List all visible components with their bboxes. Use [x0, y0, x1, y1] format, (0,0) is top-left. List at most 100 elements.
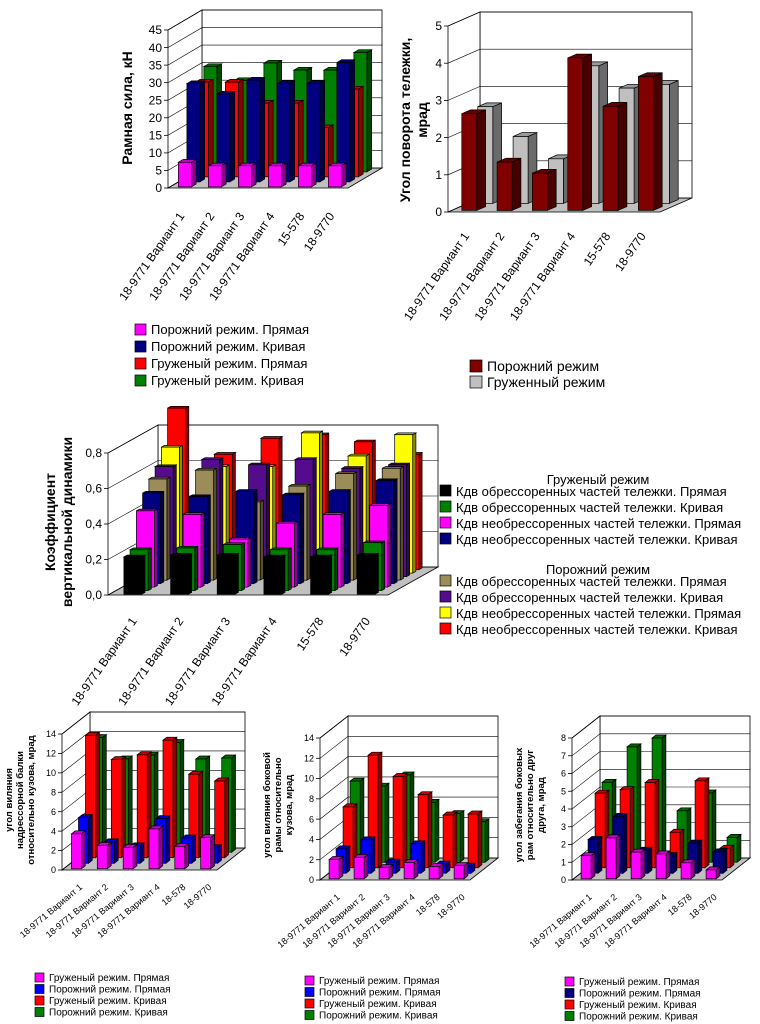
bar-bogie-rotation-s0-c3 [567, 53, 592, 211]
legend-swatch [134, 340, 147, 353]
y-tick-label: 8 [561, 733, 566, 743]
y-tick-label: 30 [149, 76, 163, 90]
x-category-label: 18-9771 Вариант 3 [472, 229, 543, 323]
bar-side-frame-skew-s0-c0 [580, 851, 596, 880]
bar-frame-force-s1-c2 [245, 76, 266, 183]
y-axis-label: угол виляния боковойрамы относительнокуз… [262, 752, 295, 858]
bar-side-frame-skew-s1-c5 [712, 848, 728, 875]
y-tick-label: 12 [304, 753, 314, 763]
y-tick-label: 6 [51, 807, 56, 817]
bar-frame-force-s0-c0 [177, 158, 198, 188]
legend-swatch [439, 574, 452, 587]
bar-dynamic-coefficient-s0-c2 [215, 552, 240, 595]
bar-frame-force-s0-c2 [237, 162, 258, 188]
x-category-label: 18-9771 Вариант 1 [401, 229, 472, 323]
bar-bogie-rotation-s0-c1 [496, 157, 522, 211]
legend-entry: Груженый режим. Прямая [49, 973, 169, 984]
bar-side-frame-skew-s0-c4 [680, 859, 696, 880]
bar-dynamic-coefficient-s0-c3 [262, 554, 287, 595]
y-tick-label: 25 [149, 93, 163, 107]
y-tick-label: 14 [304, 733, 314, 743]
bar-frame-force-s1-c3 [275, 80, 296, 183]
y-tick-label: 0 [51, 865, 56, 875]
x-category-label: 18-9770 [687, 892, 719, 921]
y-tick-label: 2 [561, 840, 566, 850]
legend-swatch [439, 622, 452, 635]
legend-swatch [439, 532, 452, 545]
legend-swatch [304, 998, 315, 1009]
y-tick-label: 4 [309, 835, 314, 845]
legend-entry: Кдв обрессоренных частей тележки. Кривая [456, 590, 723, 605]
legend-swatch [34, 984, 45, 994]
legend-entry: Груженый режим. Прямая [319, 976, 439, 987]
bar-frame-force-s0-c1 [207, 162, 228, 188]
legend-entry: Порожний режим. Кривая [319, 1011, 438, 1022]
legend-swatch [439, 590, 452, 603]
y-tick-label: 10 [46, 768, 56, 778]
y-tick-label: 8 [309, 794, 314, 804]
x-category-label: 18-9771 Вариант 4 [507, 229, 578, 323]
legend-entry: Груженный режим [487, 374, 605, 390]
x-category-label: 18-9770 [435, 892, 467, 921]
y-tick-label: 0,2 [85, 553, 102, 567]
legend-swatch [134, 374, 147, 387]
legend-swatch [304, 987, 315, 997]
legend-swatch [34, 1007, 45, 1017]
legend-entry: Груженый режим. Кривая [49, 996, 167, 1007]
bar-side-frame-skew-s2-c2 [644, 778, 660, 869]
legend-swatch [564, 976, 575, 987]
y-tick-label: 0 [155, 181, 162, 195]
y-tick-label: 5 [561, 786, 566, 796]
x-category-label: 18-9770 [182, 882, 214, 911]
legend-swatch [304, 1010, 315, 1020]
legend-swatch [34, 995, 45, 1006]
bar-bogie-rotation-s0-c4 [602, 101, 628, 211]
bar-side-frame-angle-s2-c2 [392, 772, 408, 869]
legend-entry: Груженый режим. Кривая [579, 1000, 697, 1011]
y-axis-label: угол виляниянадрессорной балкиотноситель… [4, 735, 37, 864]
y-tick-label: 4 [435, 56, 442, 70]
bar-bolster-angle-s0-c4 [173, 842, 190, 870]
legend-swatch [34, 972, 45, 983]
bar-frame-force-s0-c3 [267, 162, 288, 188]
bogie-rotation-chart: 0 1 2 3 4 5 18-9771 Вариант 118-9771 Вариант 2… [401, 11, 693, 323]
bar-side-frame-skew-s0-c5 [705, 866, 721, 880]
x-category-label: 18-9771 Вариант 2 [436, 229, 507, 323]
bar-frame-force-s1-c5 [335, 59, 356, 183]
x-category-label: 15-578 [581, 229, 614, 268]
y-tick-label: 2 [435, 131, 442, 145]
bar-dynamic-coefficient-s0-c0 [122, 554, 147, 595]
bar-bogie-rotation-s0-c0 [461, 109, 486, 211]
legend-group-title: Порожний режим [546, 562, 650, 577]
legend-entry: Кдв необрессоренных частей тележки. Прям… [456, 606, 741, 621]
bar-bolster-angle-s2-c5 [213, 777, 230, 859]
y-tick-label: 10 [304, 774, 314, 784]
y-tick-label: 15 [149, 129, 163, 143]
x-category-label: 18-9770 [336, 614, 373, 658]
bar-side-frame-skew-s0-c1 [605, 834, 621, 880]
legend-entry: Кдв обрессоренных частей тележки. Прямая [456, 574, 727, 589]
legend-entry: Порожний режим. Прямая [579, 989, 701, 1000]
legend-entry: Груженый режим. Кривая [319, 999, 437, 1010]
legend-swatch [564, 1011, 575, 1021]
x-category-label: 18-9770 [612, 229, 649, 273]
legend-swatch [439, 606, 452, 619]
legend-group-title: Груженый режим [547, 472, 650, 487]
bar-side-frame-angle-s2-c4 [442, 811, 458, 869]
y-tick-label: 3 [435, 94, 442, 108]
legend-swatch [439, 516, 452, 529]
legend-entry: Кдв необрессоренных частей тележки. Крив… [456, 622, 738, 637]
dynamic-coefficient-chart: 0,00,20,40,60,818-9771 Вариант 118-9771 … [69, 405, 440, 708]
bar-frame-force-s1-c1 [215, 90, 236, 183]
y-tick-label: 4 [51, 826, 56, 836]
y-tick-label: 7 [561, 751, 566, 761]
x-category-label: 18-9770 [301, 209, 338, 253]
y-tick-label: 40 [149, 41, 163, 55]
bar-side-frame-angle-s0-c3 [403, 858, 419, 880]
legend-entry: Кдв обрессоренных частей тележки. Прямая [456, 484, 727, 499]
legend-swatch [564, 999, 575, 1010]
legend-swatch [469, 375, 483, 389]
